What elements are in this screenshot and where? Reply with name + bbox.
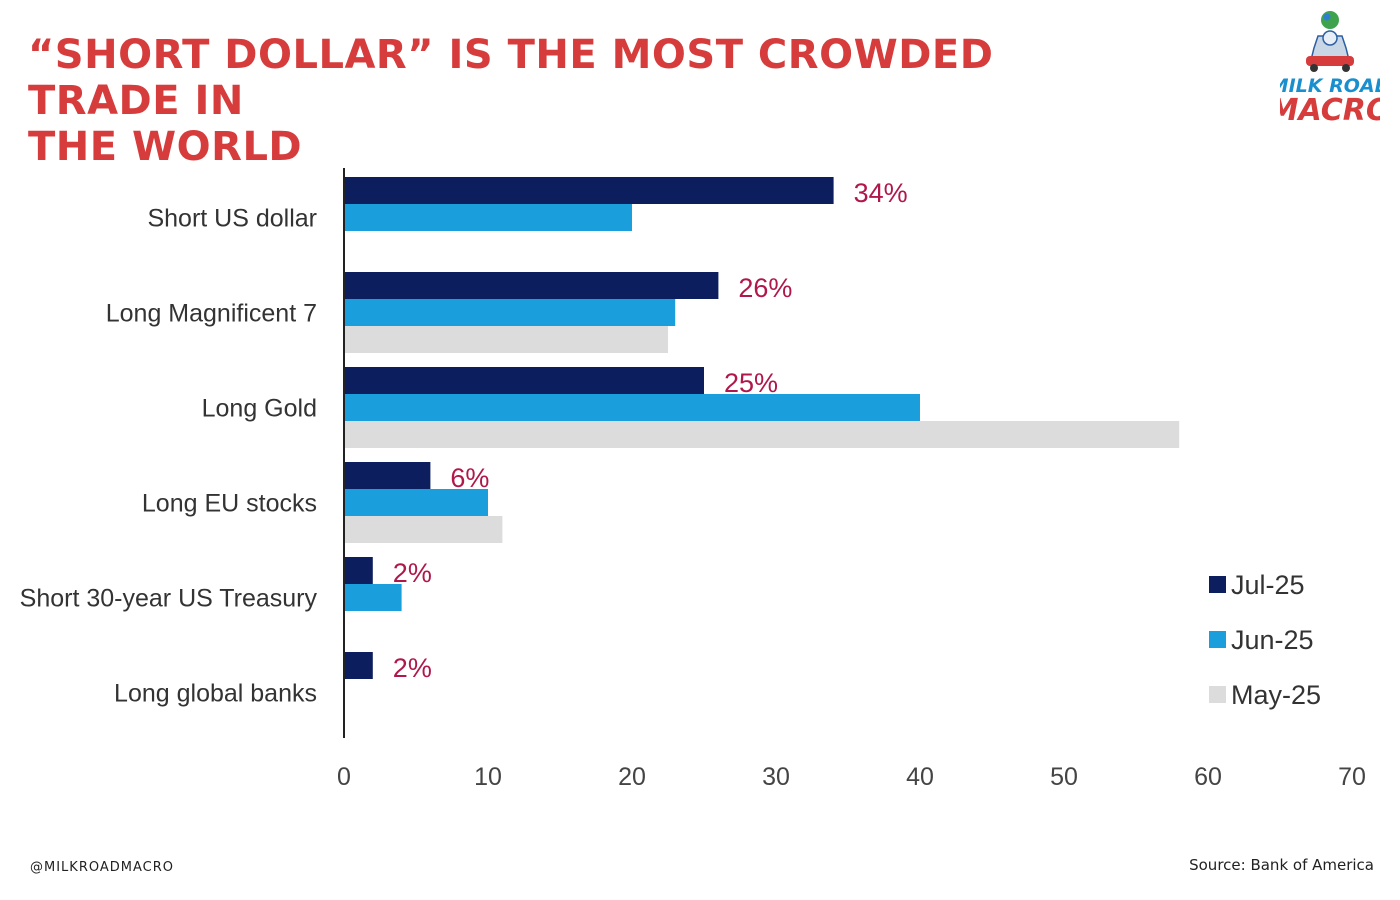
legend-swatch-may-25	[1209, 686, 1226, 703]
bar-short-30-year-us-treasury-jun-25	[344, 584, 402, 611]
x-tick-label: 40	[906, 763, 934, 791]
x-tick-label: 70	[1338, 763, 1366, 791]
data-label-short-us-dollar: 34%	[854, 178, 908, 208]
title-line-2: THE WORLD	[28, 124, 303, 170]
social-handle: @MILKROADMACRO	[30, 860, 174, 875]
category-label-short-us-dollar: Short US dollar	[147, 205, 317, 233]
bars-layer	[344, 177, 1180, 679]
x-tick-label: 20	[618, 763, 646, 791]
bar-long-gold-jul-25	[344, 367, 704, 394]
legend-swatch-jun-25	[1209, 631, 1226, 648]
bar-long-eu-stocks-may-25	[344, 516, 503, 543]
bar-long-global-banks-jul-25	[344, 652, 373, 679]
bar-long-gold-jun-25	[344, 394, 920, 421]
x-tick-label: 10	[474, 763, 502, 791]
bar-long-magnificent-7-jul-25	[344, 272, 719, 299]
legend-label-jul-25: Jul-25	[1231, 570, 1305, 600]
x-tick-label: 30	[762, 763, 790, 791]
category-label-long-gold: Long Gold	[202, 395, 317, 423]
legend-label-may-25: May-25	[1231, 680, 1321, 710]
x-tick-label: 0	[337, 763, 351, 791]
category-label-long-magnificent-7: Long Magnificent 7	[106, 300, 317, 328]
bar-long-eu-stocks-jun-25	[344, 489, 488, 516]
bar-short-us-dollar-jun-25	[344, 204, 632, 231]
x-tick-label: 50	[1050, 763, 1078, 791]
x-tick-label: 60	[1194, 763, 1222, 791]
category-label-long-eu-stocks: Long EU stocks	[142, 490, 317, 518]
logo-text-2: MACRO	[1280, 93, 1380, 128]
data-label-long-gold: 25%	[724, 368, 778, 398]
bar-short-us-dollar-jul-25	[344, 177, 834, 204]
category-label-short-30-year-us-treasury: Short 30-year US Treasury	[20, 585, 318, 613]
title-line-1: “SHORT DOLLAR” IS THE MOST CROWDED TRADE…	[28, 32, 994, 124]
milk-road-macro-logo: MILK ROAD MACRO	[1280, 11, 1380, 128]
data-label-long-magnificent-7: 26%	[738, 273, 792, 303]
page-title: “SHORT DOLLAR” IS THE MOST CROWDED TRADE…	[28, 32, 1108, 170]
bar-short-30-year-us-treasury-jul-25	[344, 557, 373, 584]
bar-long-eu-stocks-jul-25	[344, 462, 431, 489]
source-note: Source: Bank of America	[1189, 856, 1374, 874]
bar-long-gold-may-25	[344, 421, 1180, 448]
legend-swatch-jul-25	[1209, 576, 1226, 593]
category-label-long-global-banks: Long global banks	[114, 680, 317, 708]
logo-text-1: MILK ROAD	[1280, 75, 1380, 97]
axis-layer: 0 10 20 30 40 50 60 70	[337, 168, 1366, 791]
labels-layer: Short US dollar 34% Long Magnificent 7 26% L…	[20, 178, 908, 708]
data-label-long-global-banks: 2%	[393, 653, 432, 683]
legend: Jul-25 Jun-25 May-25	[1209, 570, 1321, 710]
bar-long-magnificent-7-may-25	[344, 326, 668, 353]
data-label-long-eu-stocks: 6%	[450, 463, 489, 493]
legend-label-jun-25: Jun-25	[1231, 625, 1314, 655]
data-label-short-30-year-us-treasury: 2%	[393, 558, 432, 588]
bar-long-magnificent-7-jun-25	[344, 299, 676, 326]
